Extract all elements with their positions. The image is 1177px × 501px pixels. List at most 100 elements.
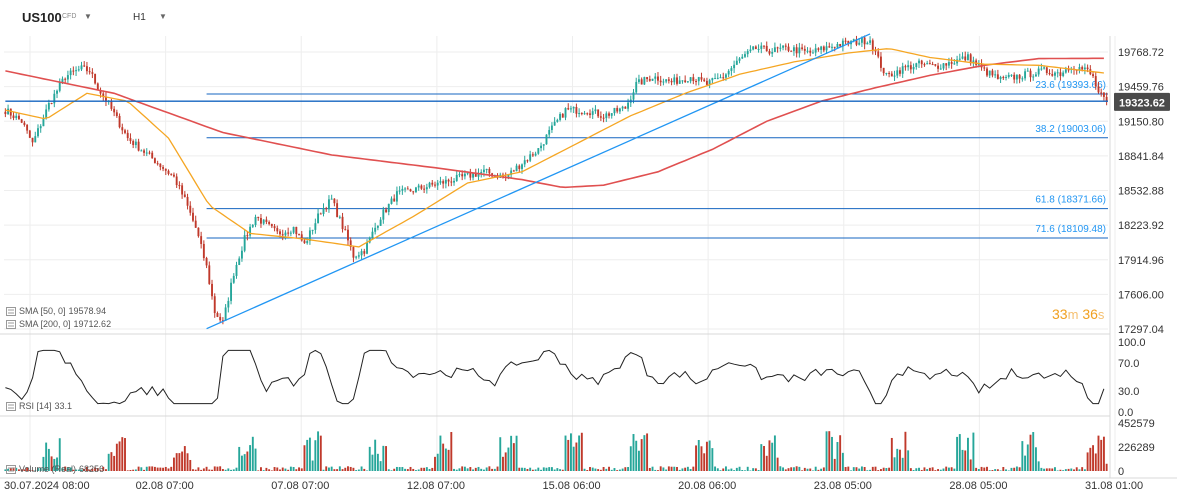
candle-body — [719, 77, 722, 79]
candle-body — [716, 77, 719, 79]
volume-bar — [695, 445, 697, 471]
volume-bar — [227, 468, 230, 471]
candle-body — [542, 144, 545, 146]
symbol-dropdown-icon[interactable]: ▼ — [84, 12, 92, 21]
eye-icon[interactable] — [6, 319, 16, 329]
sma50-line[interactable] — [5, 48, 1104, 248]
volume-bar — [741, 470, 744, 471]
volume-bar — [349, 466, 352, 471]
candle-body — [695, 81, 697, 83]
sma200-line[interactable] — [5, 57, 1104, 189]
candle-body — [782, 45, 785, 48]
candle-body — [958, 58, 961, 60]
candle-body — [792, 47, 795, 52]
volume-bar — [608, 466, 610, 471]
timer-seconds-unit: s — [1097, 307, 1105, 322]
candle-body — [896, 70, 899, 76]
volume-bar — [907, 450, 910, 471]
volume-bar — [787, 468, 790, 471]
volume-bar — [251, 436, 254, 471]
volume-bar — [947, 467, 950, 471]
instrument-type-label: CFD — [62, 13, 77, 20]
candle-body — [466, 172, 469, 174]
volume-bar — [287, 469, 290, 471]
eye-icon[interactable] — [6, 401, 16, 411]
time-tick-label: 31.08 01:00 — [1085, 480, 1143, 492]
candle-body — [1105, 96, 1108, 102]
candle-body — [972, 60, 975, 64]
volume-bar — [387, 469, 390, 471]
candle-body — [197, 227, 200, 237]
volume-bar — [635, 440, 638, 471]
volume-bar — [727, 469, 730, 471]
time-tick-label: 07.08 07:00 — [271, 480, 329, 492]
candle-body — [480, 172, 483, 174]
candle-body — [915, 63, 918, 68]
volume-bar — [1092, 445, 1094, 471]
volume-bar — [782, 467, 785, 471]
rsi-line[interactable] — [5, 349, 1105, 405]
volume-bar — [515, 435, 518, 471]
candle-body — [722, 77, 725, 79]
volume-bar — [912, 470, 915, 471]
volume-bar — [752, 468, 755, 471]
candle-countdown-timer: 33m 36s — [1052, 306, 1104, 322]
volume-bar — [714, 466, 717, 471]
candle-body — [183, 194, 186, 197]
candle-body — [1024, 71, 1027, 79]
trendline[interactable] — [206, 33, 871, 330]
volume-bar — [431, 467, 434, 471]
candle-body — [866, 42, 869, 45]
candle-body — [526, 160, 529, 162]
candle-body — [417, 185, 420, 188]
volume-bar — [482, 469, 485, 471]
eye-icon[interactable] — [6, 464, 16, 474]
eye-icon[interactable] — [6, 306, 16, 316]
timeframe-dropdown-icon[interactable]: ▼ — [159, 12, 167, 21]
candle-body — [613, 107, 616, 114]
volume-bar — [1059, 469, 1062, 471]
legend-sma200[interactable]: SMA [200, 0] 19712.62 — [6, 319, 111, 329]
volume-bar — [1015, 466, 1018, 471]
volume-bar — [1034, 447, 1037, 471]
candle-body — [181, 185, 184, 195]
volume-bar — [937, 469, 940, 471]
candle-body — [409, 189, 412, 192]
legend-rsi[interactable]: RSI [14] 33.1 — [6, 401, 72, 411]
volume-bar — [444, 448, 447, 471]
volume-bar — [75, 469, 78, 471]
candle-body — [610, 113, 613, 116]
volume-bar — [776, 457, 779, 471]
volume-bar — [735, 467, 738, 471]
legend-volume[interactable]: Volume (Real) 68256 — [6, 464, 104, 474]
candle-body — [787, 46, 790, 51]
volume-bar — [833, 458, 836, 471]
candle-body — [164, 168, 167, 171]
volume-bar — [923, 467, 926, 471]
candle-body — [341, 216, 344, 230]
candle-body — [879, 56, 882, 68]
volume-bar — [502, 456, 504, 471]
candle-body — [96, 83, 99, 91]
time-tick-label: 30.07.2024 08:00 — [4, 480, 90, 492]
candle-body — [564, 108, 567, 118]
volume-bar — [428, 468, 431, 471]
timeframe-selector[interactable]: H1 — [133, 12, 146, 23]
volume-bar — [847, 466, 850, 471]
candle-body — [442, 181, 445, 184]
candle-body — [640, 79, 643, 85]
instrument-symbol[interactable]: US100 — [22, 10, 62, 25]
fib-level-label: 23.6 (19393.66) — [1035, 80, 1106, 91]
volume-bar — [792, 467, 795, 471]
legend-sma50[interactable]: SMA [50, 0] 19578.94 — [6, 306, 106, 316]
candle-body — [605, 113, 608, 119]
volume-bar — [31, 469, 34, 471]
candle-body — [1062, 72, 1065, 76]
time-tick-label: 12.08 07:00 — [407, 480, 465, 492]
volume-bar — [602, 466, 605, 471]
volume-bar — [124, 438, 126, 471]
sma200-value: 19712.62 — [73, 319, 112, 329]
candle-body — [137, 141, 140, 151]
volume-bar — [572, 446, 575, 471]
